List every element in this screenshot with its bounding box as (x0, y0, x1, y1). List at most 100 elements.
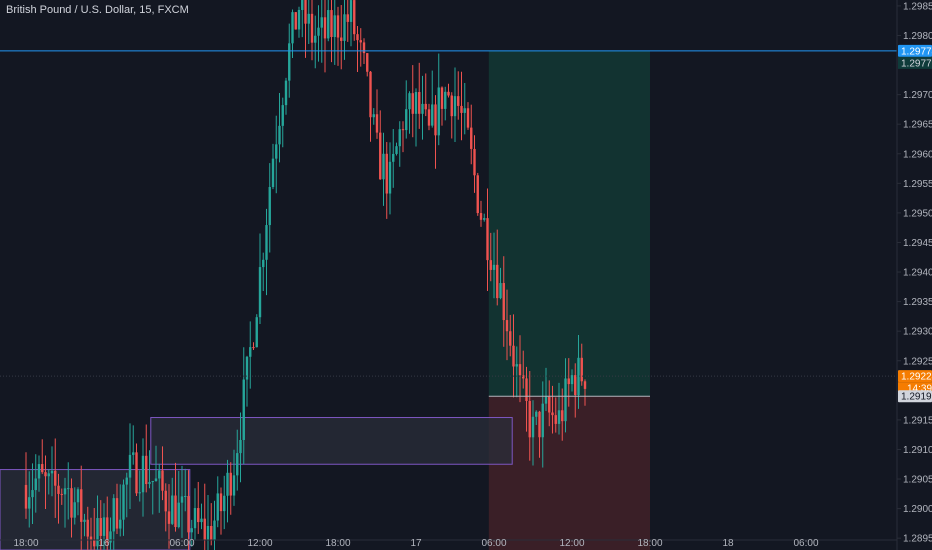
candle-body (492, 264, 496, 270)
price-axis[interactable]: 1.29850 1.29800 1.29700 1.29650 1.29600 1.295… (897, 1, 932, 545)
candle-body (535, 411, 538, 417)
candle-body (310, 13, 314, 43)
candle-body (483, 218, 486, 220)
candle-body (184, 495, 187, 497)
candle-body (41, 464, 44, 473)
hline-price-tag-label: 1.29774 (901, 46, 932, 57)
candle-body (197, 508, 200, 523)
time-axis[interactable]: 18:00 16 06:00 12:00 18:00 17 06:00 12:00 18:00 1… (0, 538, 897, 549)
candle-body (167, 511, 171, 524)
candle-body (193, 508, 197, 529)
candle-body (411, 93, 414, 114)
candle-body (541, 403, 544, 438)
candle-body (229, 472, 232, 496)
candle-body (359, 40, 362, 43)
candle-body (174, 495, 177, 528)
candle-body (444, 91, 447, 109)
candle-body (349, 0, 353, 22)
demand-zone-2 (150, 417, 513, 465)
candles-layer (24, 0, 587, 550)
candle-body (385, 153, 388, 194)
candle-body (158, 470, 161, 479)
candle-body (408, 93, 411, 110)
candle-body (148, 482, 151, 485)
candle-body (255, 317, 258, 348)
price-tick-label: 1.29450 (903, 238, 932, 249)
candle-body (418, 92, 421, 114)
price-tags: 1.297741.29773 1.2922414:391.29190 (898, 44, 932, 403)
candle-body (242, 379, 245, 440)
time-tick-label: 06:00 (481, 538, 506, 549)
candle-body (187, 495, 190, 533)
candle-body (450, 95, 453, 117)
countdown-tag-label: 14:39 (907, 384, 932, 395)
candle-body (57, 485, 60, 494)
time-tick-label: 18 (722, 538, 734, 549)
candle-body (34, 478, 37, 491)
candle-body (73, 502, 76, 518)
candle-body (434, 104, 437, 136)
candle-body (119, 519, 122, 529)
price-axis-bg[interactable] (897, 0, 932, 550)
candle-body (466, 108, 470, 128)
candle-body (135, 452, 138, 494)
candle-body (463, 108, 466, 113)
candle-body (447, 91, 450, 96)
candle-body (96, 518, 99, 547)
candle-body (63, 488, 67, 495)
hline-price-tag-bg (898, 44, 932, 57)
candle-body (414, 92, 418, 114)
candle-body (70, 488, 73, 518)
candle-body (583, 381, 587, 389)
candle-body (252, 347, 255, 349)
candle-body (505, 320, 509, 332)
candle-body (554, 415, 557, 424)
candle-body (297, 10, 301, 30)
candle-body (128, 454, 132, 478)
candle-body (518, 364, 522, 376)
stop-price-tag-bg (898, 56, 932, 69)
candle-body (336, 15, 340, 38)
candle-body (512, 345, 515, 367)
price-tick-label: 1.29250 (903, 356, 932, 367)
candle-body (249, 347, 252, 357)
candle-body (102, 517, 106, 536)
candle-body (190, 528, 193, 533)
candle-body (145, 455, 148, 485)
candle-body (151, 481, 154, 483)
candle-body (375, 114, 379, 133)
candle-body (216, 493, 219, 521)
candle-body (268, 186, 271, 226)
candle-body (99, 518, 102, 536)
candle-body (138, 492, 141, 494)
candle-body (219, 493, 223, 512)
candle-body (122, 484, 125, 520)
candle-body (327, 10, 330, 39)
price-tick-label: 1.29400 (903, 268, 932, 279)
candle-body (125, 477, 128, 485)
candle-body (330, 10, 333, 38)
candle-body (301, 0, 304, 11)
candle-body (223, 495, 226, 512)
candle-body (388, 161, 392, 194)
candle-body (470, 127, 473, 149)
candle-body (457, 96, 460, 106)
candle-body (499, 283, 502, 299)
candle-body (577, 357, 580, 396)
candle-body (580, 357, 583, 382)
candle-body (164, 490, 167, 512)
candle-body (522, 375, 525, 379)
candle-body (372, 114, 375, 118)
candle-body (431, 104, 434, 126)
candle-body (405, 109, 408, 131)
time-tick-label: 18:00 (13, 538, 38, 549)
candle-body (112, 498, 115, 532)
candle-body (353, 0, 356, 35)
candle-body (86, 519, 89, 537)
candle-body (557, 410, 561, 424)
candle-body (362, 42, 366, 54)
time-tick-label: 06:00 (169, 538, 194, 549)
candle-body (421, 103, 424, 114)
price-tick-label: 1.29800 (903, 31, 932, 42)
